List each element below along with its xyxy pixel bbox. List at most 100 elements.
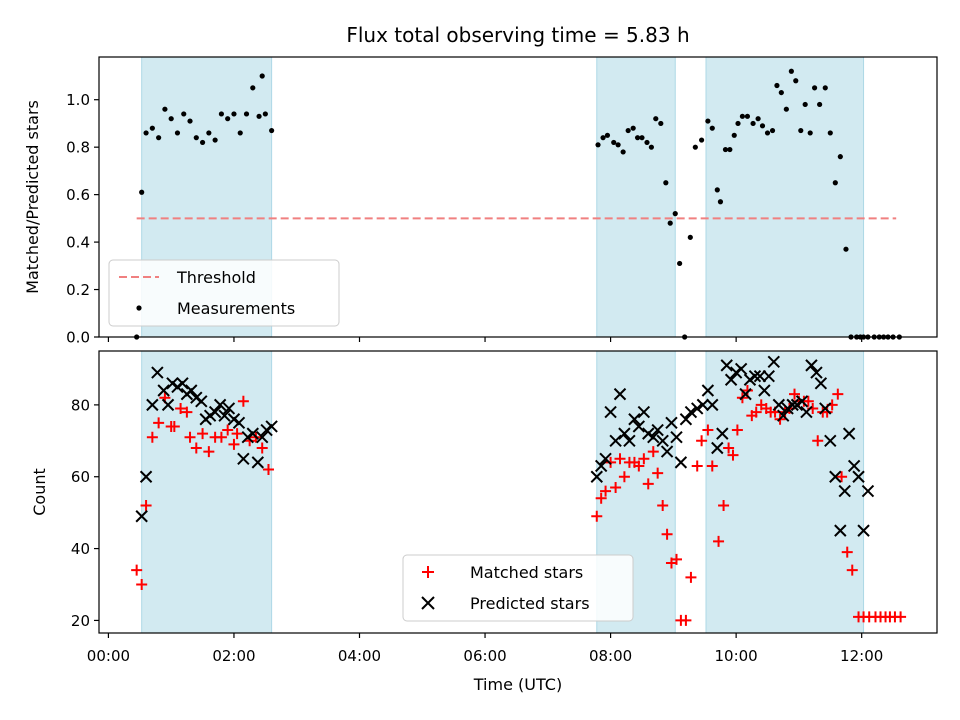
- measurement-point: [600, 135, 606, 141]
- top-y-ticks: 0.0 0.2 0.4 0.6 0.8 1.0: [66, 91, 99, 347]
- predicted-star-point: [656, 434, 669, 448]
- chart-title: Flux total observing time = 5.83 h: [346, 23, 689, 47]
- measurement-point: [822, 85, 828, 91]
- matched-star-point: [789, 388, 801, 400]
- predicted-star-point: [786, 398, 799, 412]
- matched-star-point: [184, 431, 196, 443]
- matched-legend-swatch: [422, 566, 434, 578]
- measurement-point: [653, 116, 659, 122]
- predicted-star-point: [800, 405, 813, 419]
- matched-star-point: [836, 471, 848, 483]
- matched-star-point: [647, 446, 659, 458]
- measurement-point: [717, 199, 724, 205]
- predicted-star-point: [716, 427, 729, 440]
- measurement-point: [722, 146, 729, 153]
- measurement-point: [817, 101, 823, 108]
- measurement-point: [250, 85, 256, 91]
- y-tick-label: 0.0: [66, 329, 90, 347]
- y-tick-label: 60: [71, 468, 90, 486]
- y-tick-label: 80: [71, 396, 90, 414]
- measurement-point: [750, 120, 756, 127]
- measurement-point: [262, 111, 268, 117]
- matched-star-point: [895, 611, 907, 623]
- matched-star-point: [741, 385, 753, 397]
- matched-star-point: [713, 535, 725, 547]
- measurement-point: [843, 246, 849, 252]
- matched-star-point: [691, 460, 703, 472]
- matched-star-point: [168, 420, 180, 432]
- matched-star-point: [652, 467, 664, 479]
- predicted-star-point: [218, 409, 231, 422]
- measurement-point: [143, 130, 149, 136]
- matched-star-point: [657, 499, 669, 511]
- measurement-point: [735, 120, 741, 127]
- bottom-y-axis-label: Count: [30, 468, 49, 516]
- measurement-point: [793, 78, 799, 84]
- observing-window-band: [596, 56, 676, 338]
- y-tick-label: 0.2: [66, 281, 90, 299]
- x-tick-label: 04:00: [338, 647, 381, 665]
- measurement-point: [156, 135, 162, 141]
- matched-star-point: [832, 388, 844, 400]
- predicted-legend-swatch: [421, 596, 435, 610]
- predicted-star-point: [135, 510, 148, 523]
- predicted-star-point: [734, 362, 748, 376]
- x-axis-label: Time (UTC): [473, 675, 562, 694]
- measurement-point: [778, 89, 784, 96]
- bottom-legend: Matched stars Predicted stars: [402, 554, 634, 622]
- matched-star-point: [131, 564, 143, 576]
- predicted-star-point: [176, 377, 189, 390]
- matched-star-point: [197, 428, 209, 440]
- top-axes-frame: [98, 56, 938, 338]
- predicted-star-point: [651, 423, 664, 437]
- predicted-star-point: [139, 470, 153, 483]
- matched-star-point: [222, 424, 234, 436]
- matched-star-point: [614, 453, 626, 465]
- measurement-point: [269, 127, 275, 134]
- measurement-point: [181, 111, 187, 117]
- predicted-star-point: [599, 452, 612, 465]
- matched-star-point: [605, 456, 617, 468]
- measurement-point: [139, 189, 145, 195]
- measurement-point: [206, 130, 212, 136]
- x-tick-label: 00:00: [87, 647, 130, 665]
- matched-star-point: [731, 424, 743, 436]
- y-tick-label: 20: [71, 612, 90, 630]
- matched-star-point: [750, 406, 762, 418]
- measurement-point: [615, 142, 621, 148]
- predicted-star-point: [670, 431, 683, 444]
- matched-star-point: [802, 395, 814, 407]
- measurement-point: [237, 130, 243, 136]
- matched-star-point: [190, 442, 202, 454]
- measurement-point: [218, 111, 225, 117]
- x-tick-label: 06:00: [463, 647, 506, 665]
- predicted-star-point: [660, 445, 674, 458]
- measurement-point: [807, 130, 813, 136]
- predicted-star-point: [819, 402, 832, 415]
- x-tick-label: 08:00: [589, 647, 632, 665]
- matched-star-point: [146, 431, 158, 443]
- measurement-point: [739, 113, 746, 119]
- measurement-point: [174, 130, 181, 136]
- measurement-point: [187, 118, 193, 124]
- measurements-legend-label: Measurements: [177, 299, 295, 318]
- bottom-x-ticks: 00:00 02:00 04:00 06:00 08:00 10:00 12:00: [87, 633, 883, 665]
- measurement-point: [658, 120, 664, 127]
- matched-star-point: [846, 564, 858, 576]
- predicted-star-point: [838, 484, 851, 498]
- measurement-point: [731, 132, 737, 138]
- predicted-star-point: [628, 413, 641, 426]
- measurement-point: [798, 127, 804, 134]
- matched-star-point: [841, 546, 853, 558]
- measurement-point: [225, 116, 231, 122]
- predicted-star-point: [195, 395, 208, 408]
- measurement-point: [705, 118, 711, 124]
- predicted-star-point: [834, 524, 847, 537]
- matched-star-point: [591, 510, 603, 522]
- matched-star-point: [181, 406, 193, 418]
- top-legend: Threshold Measurements: [108, 259, 340, 327]
- measurement-point: [243, 111, 250, 117]
- matched-star-point: [153, 417, 165, 429]
- measurement-point: [677, 260, 683, 267]
- predicted-star-point: [213, 398, 227, 412]
